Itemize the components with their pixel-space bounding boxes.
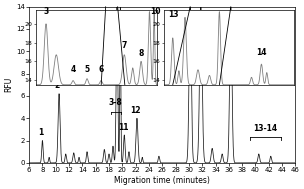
Text: 3-8: 3-8 [109,98,123,107]
Text: 2: 2 [54,81,60,90]
Text: 9: 9 [115,74,121,83]
Y-axis label: RFU: RFU [4,77,13,92]
Text: 10: 10 [123,15,133,23]
X-axis label: Migration time (minutes): Migration time (minutes) [114,176,210,185]
Text: 12: 12 [130,106,140,115]
Text: 11: 11 [118,123,128,132]
Text: 13-14: 13-14 [253,124,278,133]
Text: 1: 1 [38,128,43,137]
